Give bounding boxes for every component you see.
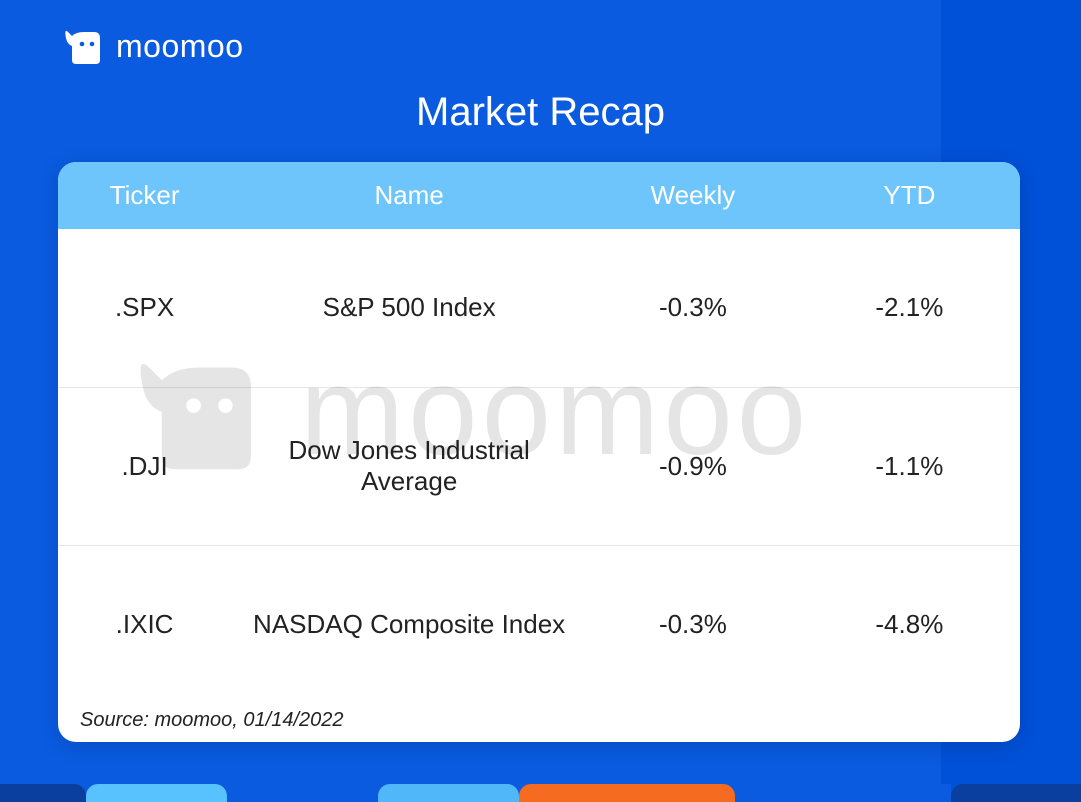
market-recap-card: Ticker Name Weekly YTD .SPX S&P 500 Inde… — [58, 162, 1020, 742]
col-header-ticker: Ticker — [58, 162, 231, 229]
strip-seg — [951, 784, 1081, 802]
moomoo-cow-icon — [62, 24, 106, 68]
market-recap-table: Ticker Name Weekly YTD .SPX S&P 500 Inde… — [58, 162, 1020, 703]
cell-weekly: -0.3% — [587, 545, 799, 703]
strip-seg — [227, 784, 378, 802]
cell-ticker: .DJI — [58, 387, 231, 545]
col-header-name: Name — [231, 162, 587, 229]
bottom-color-strip — [0, 784, 1081, 802]
table-row: .SPX S&P 500 Index -0.3% -2.1% — [58, 229, 1020, 387]
table-row: .IXIC NASDAQ Composite Index -0.3% -4.8% — [58, 545, 1020, 703]
cell-name: Dow Jones Industrial Average — [231, 387, 587, 545]
strip-seg — [86, 784, 227, 802]
cell-ytd: -2.1% — [799, 229, 1020, 387]
cell-ticker: .IXIC — [58, 545, 231, 703]
strip-seg — [378, 784, 519, 802]
brand-name: moomoo — [116, 28, 244, 65]
col-header-weekly: Weekly — [587, 162, 799, 229]
strip-seg — [0, 784, 86, 802]
strip-seg — [735, 784, 951, 802]
col-header-ytd: YTD — [799, 162, 1020, 229]
page-title: Market Recap — [0, 90, 1081, 135]
brand-logo: moomoo — [62, 24, 244, 68]
cell-name: S&P 500 Index — [231, 229, 587, 387]
cell-ytd: -4.8% — [799, 545, 1020, 703]
strip-seg — [519, 784, 735, 802]
table-row: .DJI Dow Jones Industrial Average -0.9% … — [58, 387, 1020, 545]
cell-weekly: -0.3% — [587, 229, 799, 387]
cell-weekly: -0.9% — [587, 387, 799, 545]
cell-name: NASDAQ Composite Index — [231, 545, 587, 703]
cell-ytd: -1.1% — [799, 387, 1020, 545]
source-attribution: Source: moomoo, 01/14/2022 — [58, 703, 1020, 742]
cell-ticker: .SPX — [58, 229, 231, 387]
table-header-row: Ticker Name Weekly YTD — [58, 162, 1020, 229]
